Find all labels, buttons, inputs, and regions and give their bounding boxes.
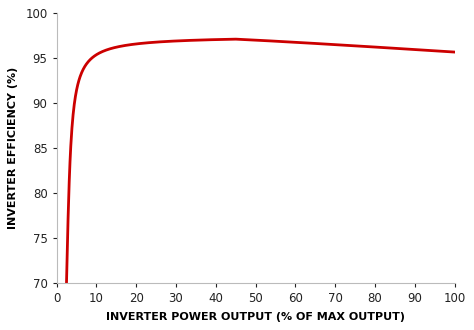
X-axis label: INVERTER POWER OUTPUT (% OF MAX OUTPUT): INVERTER POWER OUTPUT (% OF MAX OUTPUT) [106,312,405,322]
Y-axis label: INVERTER EFFICIENCY (%): INVERTER EFFICIENCY (%) [9,67,18,229]
